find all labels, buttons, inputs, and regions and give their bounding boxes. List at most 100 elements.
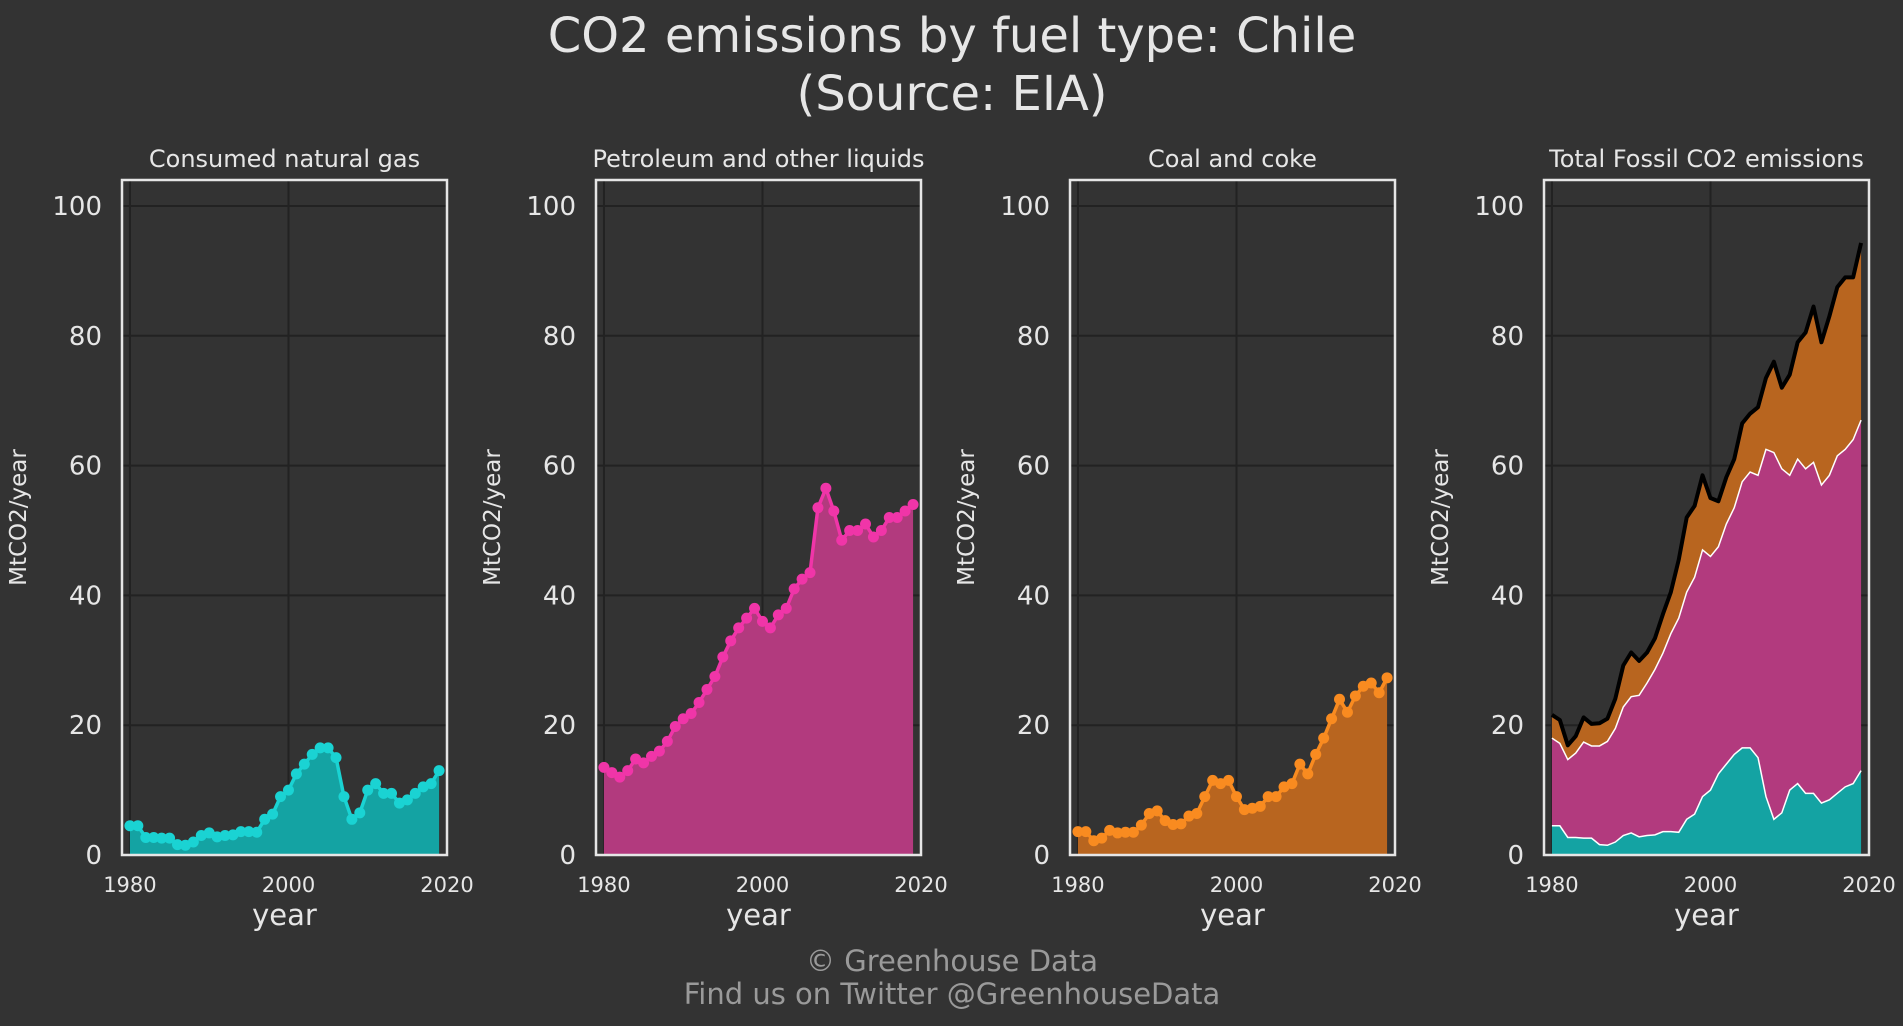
- data-point: [354, 807, 366, 819]
- x-tick-label: 2020: [1842, 873, 1895, 897]
- data-point: [338, 791, 350, 803]
- data-point: [1151, 805, 1163, 817]
- data-point: [883, 512, 895, 523]
- y-tick-label: 60: [69, 452, 102, 482]
- series-area: [1077, 677, 1388, 855]
- data-point: [378, 787, 390, 799]
- x-tick-label: 2000: [736, 873, 789, 897]
- data-point: [638, 757, 650, 769]
- data-point: [425, 778, 437, 790]
- data-point: [386, 787, 398, 799]
- y-tick-label: 60: [543, 452, 576, 482]
- y-tick-label: 100: [526, 192, 576, 222]
- x-tick-label: 1980: [1051, 873, 1104, 897]
- x-tick-label: 1980: [103, 873, 156, 897]
- series-area: [129, 747, 440, 855]
- x-tick-label: 1980: [577, 873, 630, 897]
- data-point: [907, 499, 919, 511]
- data-point: [306, 748, 318, 760]
- data-point: [148, 831, 160, 843]
- data-point: [867, 531, 879, 543]
- data-point: [709, 671, 721, 683]
- data-point: [614, 771, 626, 783]
- data-point: [330, 752, 342, 764]
- y-tick-label: 100: [1474, 192, 1524, 222]
- x-tick-label: 2020: [894, 873, 947, 897]
- layer-separator: [1551, 747, 1862, 847]
- data-point: [124, 820, 136, 832]
- data-point: [1112, 827, 1124, 839]
- y-tick-label: 20: [1491, 711, 1524, 741]
- y-axis-label: MtCO2/year: [1428, 449, 1454, 586]
- panel-3: Coal and coke 0 20 40 60 80 100 1980 2000 2020 yea…: [954, 145, 1422, 932]
- panel-title: Total Fossil CO2 emissions: [1548, 145, 1864, 173]
- data-point: [669, 720, 681, 732]
- x-axis-label: year: [1674, 898, 1739, 932]
- data-point: [1365, 677, 1377, 689]
- data-point: [1230, 791, 1242, 803]
- data-point: [844, 524, 856, 536]
- data-point: [875, 524, 887, 536]
- data-point: [1262, 791, 1274, 803]
- y-tick-label: 60: [1491, 452, 1524, 482]
- data-point: [1175, 818, 1187, 830]
- data-point: [282, 784, 294, 796]
- data-point: [1096, 832, 1108, 844]
- data-point: [741, 612, 753, 624]
- series-area: [603, 488, 914, 855]
- data-point: [346, 813, 358, 825]
- data-point: [796, 573, 808, 585]
- y-tick-label: 80: [543, 322, 576, 352]
- data-point: [1318, 732, 1330, 744]
- data-point: [804, 567, 816, 579]
- data-point: [860, 518, 872, 530]
- data-point: [1191, 807, 1203, 819]
- data-point: [852, 524, 864, 536]
- data-point: [140, 831, 152, 843]
- data-point: [322, 742, 334, 754]
- x-tick-label: 2000: [1210, 873, 1263, 897]
- y-tick-label: 40: [1017, 581, 1050, 611]
- y-axis-label: MtCO2/year: [480, 449, 506, 586]
- data-point: [717, 651, 729, 663]
- data-point: [243, 826, 255, 838]
- plot-frame: [594, 178, 923, 857]
- x-axis-label: year: [1200, 898, 1265, 932]
- chart-title: CO2 emissions by fuel type: Chile: [548, 8, 1357, 64]
- y-tick-label: 80: [1017, 322, 1050, 352]
- y-tick-label: 100: [52, 192, 102, 222]
- chart-subtitle: (Source: EIA): [796, 66, 1107, 122]
- data-point: [1334, 693, 1346, 705]
- data-point: [1373, 687, 1385, 699]
- data-point: [764, 622, 776, 634]
- data-point: [362, 784, 374, 796]
- x-tick-label: 1980: [1525, 873, 1578, 897]
- data-point: [749, 602, 761, 614]
- y-tick-label: 0: [559, 841, 576, 871]
- footer-copyright: © Greenhouse Data: [806, 944, 1098, 978]
- data-point: [733, 622, 745, 634]
- y-tick-label: 0: [1033, 841, 1050, 871]
- data-point: [812, 502, 824, 514]
- y-tick-label: 80: [1491, 322, 1524, 352]
- data-point: [1294, 758, 1306, 770]
- x-tick-label: 2020: [1368, 873, 1421, 897]
- plot-frame: [1542, 178, 1871, 857]
- data-point: [1326, 713, 1338, 725]
- panel-4: Total Fossil CO2 emissions 0 20 40 60 80 100 19…: [1428, 145, 1896, 932]
- data-point: [132, 820, 144, 832]
- data-point: [1310, 748, 1322, 760]
- x-tick-label: 2000: [262, 873, 315, 897]
- data-point: [409, 787, 421, 799]
- data-point: [1135, 819, 1147, 831]
- data-point: [1302, 768, 1314, 780]
- y-tick-label: 100: [1000, 192, 1050, 222]
- data-point: [1127, 826, 1139, 838]
- data-point: [219, 830, 231, 842]
- total-line: [1550, 242, 1864, 748]
- y-tick-label: 40: [1491, 581, 1524, 611]
- y-tick-label: 20: [1017, 711, 1050, 741]
- data-point: [1254, 800, 1266, 812]
- x-axis-label: year: [726, 898, 791, 932]
